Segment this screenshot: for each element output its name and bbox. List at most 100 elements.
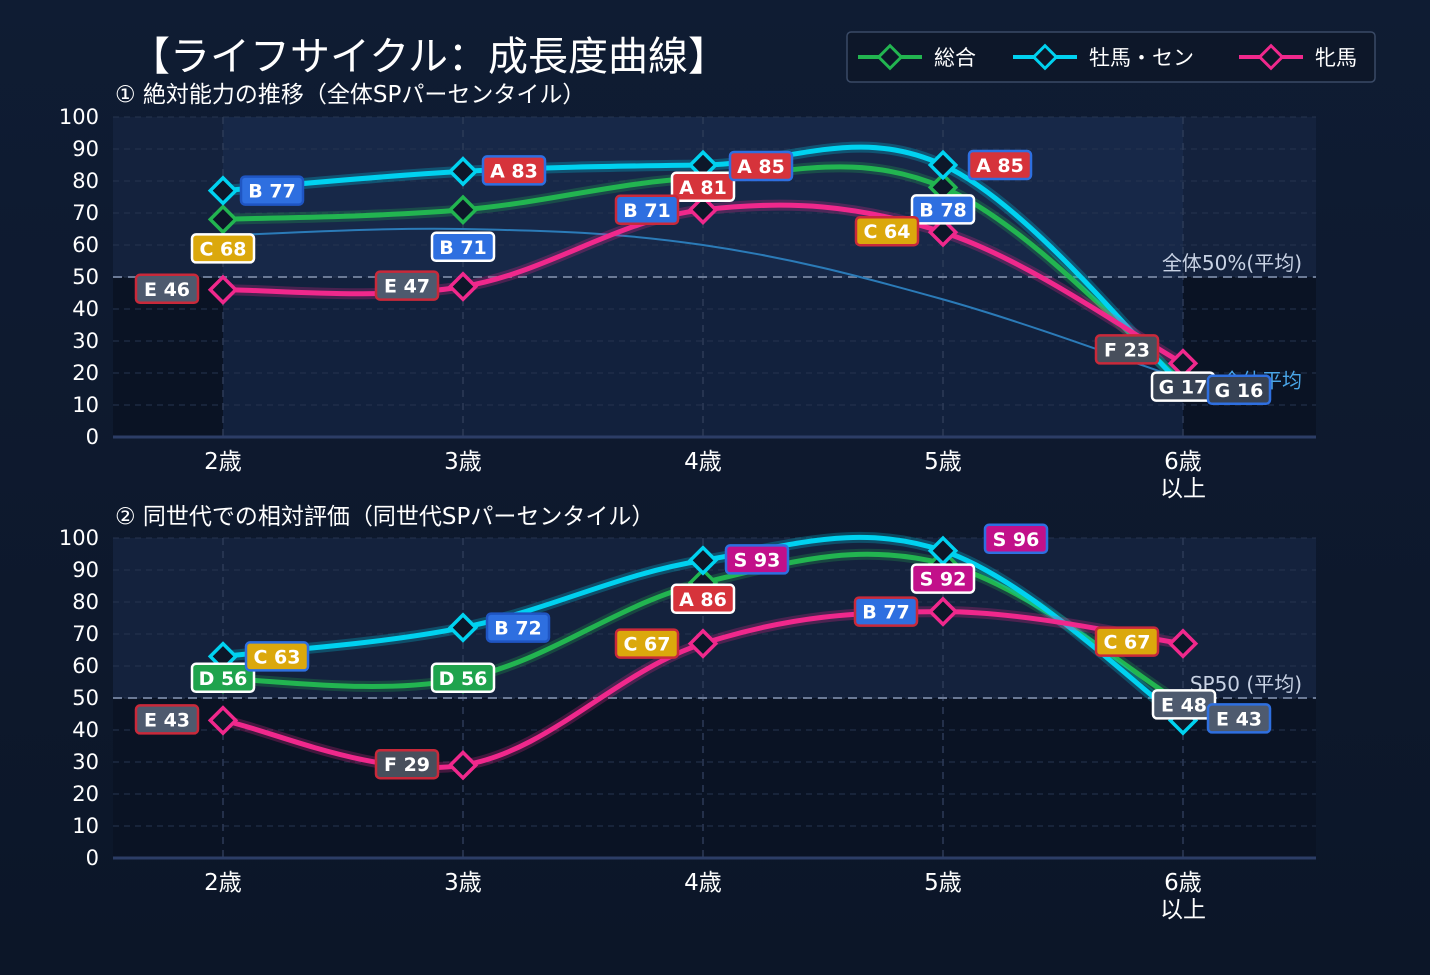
y-tick-1-6: 60 bbox=[72, 654, 99, 678]
y-tick-1-2: 20 bbox=[72, 782, 99, 806]
y-tick-0-4: 40 bbox=[72, 297, 99, 321]
absolute-ability-panel: ① 絶対能力の推移（全体SPパーセンタイル） 0 10 20 30 40 50 60 70 80 9… bbox=[59, 82, 1316, 502]
x-tick-0-4: 6歳 bbox=[1164, 449, 1202, 475]
y-tick-1-0: 0 bbox=[86, 846, 99, 870]
legend-label-1: 牡馬・セン bbox=[1089, 46, 1194, 70]
value-badge-label-1-1-4: E 43 bbox=[1216, 708, 1262, 730]
value-badge-0-1-1 bbox=[481, 155, 547, 186]
x-tick-0-0: 2歳 bbox=[204, 449, 242, 475]
value-badge-label-1-1-0: C 63 bbox=[254, 646, 301, 668]
value-badge-label-1-0-3: S 92 bbox=[920, 569, 967, 591]
data-point-0-2-4 bbox=[1167, 348, 1199, 379]
value-badge-label-0-2-2: B 71 bbox=[623, 200, 671, 222]
value-badge-label-1-2-0: E 43 bbox=[144, 709, 190, 731]
value-badge-label-1-2-4: C 67 bbox=[1104, 632, 1151, 654]
y-tick-0-6: 60 bbox=[72, 233, 99, 257]
value-badge-label-1-0-0: D 56 bbox=[199, 668, 248, 690]
value-badge-1-1-4 bbox=[1206, 703, 1272, 734]
value-badge-label-1-1-3: S 96 bbox=[993, 529, 1040, 551]
value-badge-1-1-3 bbox=[983, 523, 1049, 555]
value-badge-label-1-0-4: E 48 bbox=[1161, 694, 1207, 716]
value-badge-label-1-0-1: D 56 bbox=[439, 668, 488, 690]
reference-label-0: 全体50%(平均) bbox=[1162, 251, 1302, 275]
y-tick-1-5: 50 bbox=[72, 686, 99, 710]
value-badge-label-0-0-1: B 71 bbox=[439, 237, 487, 259]
value-badge-0-1-0 bbox=[239, 175, 305, 206]
panel-title-0: ① 絶対能力の推移（全体SPパーセンタイル） bbox=[115, 82, 585, 108]
y-tick-0-1: 10 bbox=[72, 393, 99, 417]
value-badge-1-1-1 bbox=[485, 612, 551, 643]
data-point-1-1-2 bbox=[687, 545, 719, 576]
data-point-0-1-1 bbox=[447, 156, 479, 187]
value-badge-1-2-4 bbox=[1094, 626, 1160, 657]
value-badge-1-2-1 bbox=[374, 748, 440, 780]
y-tick-0-2: 20 bbox=[72, 361, 99, 385]
value-badge-1-2-0 bbox=[134, 704, 200, 735]
value-badge-0-1-3 bbox=[967, 149, 1033, 181]
y-tick-0-9: 90 bbox=[72, 137, 99, 161]
value-badge-label-0-2-3: C 64 bbox=[864, 221, 911, 243]
value-badge-0-2-2 bbox=[614, 194, 680, 226]
value-badge-label-0-2-1: E 47 bbox=[384, 276, 430, 298]
legend-marker-0 bbox=[876, 43, 904, 71]
value-badge-1-2-3 bbox=[853, 596, 919, 627]
data-point-0-0-1 bbox=[447, 194, 479, 226]
value-badge-1-2-2 bbox=[614, 628, 680, 659]
value-badge-0-2-3 bbox=[854, 215, 920, 247]
series-line-0-1 bbox=[220, 144, 1186, 389]
legend-label-2: 牝馬 bbox=[1315, 46, 1357, 70]
data-point-0-2-2 bbox=[687, 194, 719, 226]
x-tick-0-4-line2: 以上 bbox=[1160, 476, 1206, 502]
value-badge-label-0-1-2: A 85 bbox=[737, 156, 785, 178]
y-tick-1-8: 80 bbox=[72, 590, 99, 614]
value-badge-0-2-1 bbox=[374, 270, 440, 301]
legend-marker-1 bbox=[1031, 43, 1059, 71]
value-badge-label-1-2-2: C 67 bbox=[624, 634, 671, 656]
legend: 総合 牡馬・セン 牝馬 bbox=[846, 31, 1376, 83]
data-point-0-0-0 bbox=[207, 204, 239, 235]
value-badge-1-1-2 bbox=[724, 544, 790, 575]
x-tick-0-3: 5歳 bbox=[924, 449, 962, 475]
y-tick-1-4: 40 bbox=[72, 718, 99, 742]
value-badge-1-0-2 bbox=[670, 583, 736, 615]
value-badge-label-0-1-1: A 83 bbox=[490, 160, 538, 182]
value-badge-1-1-0 bbox=[244, 641, 310, 672]
y-tick-1-9: 90 bbox=[72, 558, 99, 582]
value-badge-label-1-1-1: B 72 bbox=[494, 618, 542, 640]
y-tick-0-8: 80 bbox=[72, 169, 99, 193]
data-point-0-0-3 bbox=[927, 172, 959, 203]
relative-evaluation-panel: ② 同世代での相対評価（同世代SPパーセンタイル） 0 10 20 30 40 50 60 70… bbox=[59, 504, 1316, 923]
value-badge-0-0-1 bbox=[430, 231, 496, 263]
panel-title-1: ② 同世代での相対評価（同世代SPパーセンタイル） bbox=[115, 504, 654, 530]
value-badge-0-2-4 bbox=[1094, 334, 1160, 365]
y-tick-0-0: 0 bbox=[86, 425, 99, 449]
average-curve bbox=[222, 227, 1184, 381]
data-point-0-2-0 bbox=[207, 274, 239, 306]
value-badge-label-0-0-0: C 68 bbox=[200, 238, 247, 260]
value-badge-0-2-0 bbox=[134, 273, 200, 305]
value-badge-0-0-3 bbox=[910, 194, 976, 225]
data-point-0-1-0 bbox=[207, 175, 239, 206]
value-badge-label-0-1-4: G 16 bbox=[1215, 380, 1264, 402]
x-tick-1-3: 5歳 bbox=[924, 870, 962, 896]
data-point-0-1-2 bbox=[687, 149, 719, 181]
value-badge-label-0-0-4: G 17 bbox=[1159, 377, 1208, 399]
value-badge-0-1-2 bbox=[728, 150, 794, 182]
data-point-1-2-4 bbox=[1167, 628, 1199, 659]
data-point-0-2-1 bbox=[447, 271, 479, 302]
x-tick-1-4-line2: 以上 bbox=[1160, 897, 1206, 923]
value-badge-label-0-2-0: E 46 bbox=[144, 279, 190, 301]
data-point-1-1-3 bbox=[927, 535, 959, 567]
data-point-1-2-2 bbox=[687, 628, 719, 659]
x-tick-1-4: 6歳 bbox=[1164, 870, 1202, 896]
y-tick-1-3: 30 bbox=[72, 750, 99, 774]
value-badge-label-0-1-0: B 77 bbox=[248, 181, 296, 203]
value-badge-label-1-2-3: B 77 bbox=[862, 602, 910, 624]
value-badge-1-0-1 bbox=[430, 662, 496, 694]
value-badge-0-1-4 bbox=[1206, 374, 1272, 406]
y-tick-0-5: 50 bbox=[72, 265, 99, 289]
y-tick-0-3: 30 bbox=[72, 329, 99, 353]
value-badge-1-0-3 bbox=[910, 563, 976, 594]
y-tick-1-1: 10 bbox=[72, 814, 99, 838]
value-badge-label-1-2-1: F 29 bbox=[384, 754, 430, 776]
